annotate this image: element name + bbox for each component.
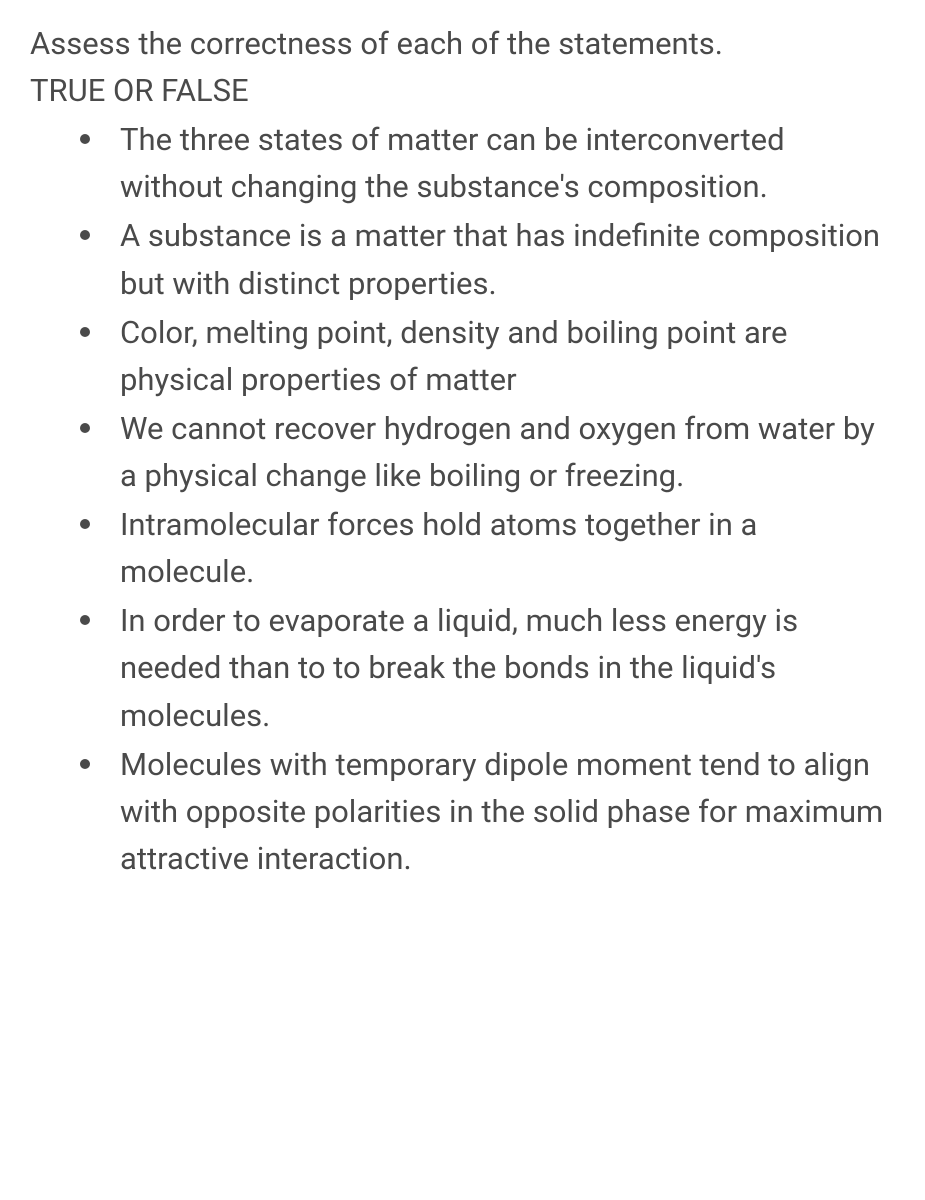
instruction-text: Assess the correctness of each of the st… [30, 20, 895, 67]
list-item: We cannot recover hydrogen and oxygen fr… [90, 405, 895, 499]
list-item: The three states of matter can be interc… [90, 116, 895, 210]
list-item: Intramolecular forces hold atoms togethe… [90, 501, 895, 595]
list-item: Molecules with temporary dipole moment t… [90, 741, 895, 882]
list-item: A substance is a matter that has indefin… [90, 212, 895, 306]
true-false-heading: TRUE OR FALSE [30, 67, 895, 114]
list-item: Color, melting point, density and boilin… [90, 309, 895, 403]
list-item: In order to evaporate a liquid, much les… [90, 597, 895, 738]
intro-block: Assess the correctness of each of the st… [30, 20, 895, 114]
statement-list: The three states of matter can be interc… [30, 116, 895, 882]
